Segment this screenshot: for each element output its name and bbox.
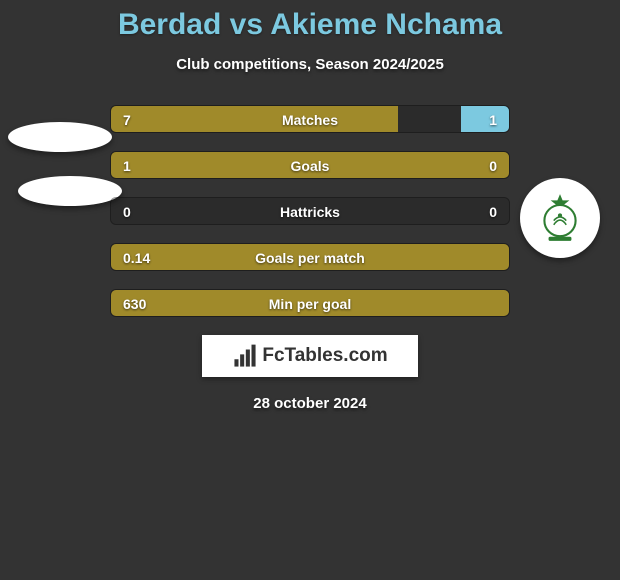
date-line: 28 october 2024	[0, 395, 620, 412]
stat-row: 0.14Goals per match	[110, 243, 510, 271]
stat-label: Goals per match	[111, 244, 509, 271]
page-title: Berdad vs Akieme Nchama	[0, 0, 620, 42]
brand-box: FcTables.com	[202, 335, 418, 377]
stat-row: 0Hattricks0	[110, 197, 510, 225]
stat-row: 630Min per goal	[110, 289, 510, 317]
stat-label: Goals	[111, 152, 509, 179]
stat-value-right: 1	[489, 106, 497, 133]
stat-label: Matches	[111, 106, 509, 133]
brand-text: FcTables.com	[262, 345, 387, 367]
stat-row: 1Goals0	[110, 151, 510, 179]
stat-value-right: 0	[489, 198, 497, 225]
stat-row: 7Matches1	[110, 105, 510, 133]
stat-label: Min per goal	[111, 290, 509, 317]
subtitle: Club competitions, Season 2024/2025	[0, 56, 620, 73]
stats-area: 7Matches11Goals00Hattricks00.14Goals per…	[0, 105, 620, 317]
brand-bar-icon	[232, 343, 258, 369]
stat-label: Hattricks	[111, 198, 509, 225]
stat-value-right: 0	[489, 152, 497, 179]
